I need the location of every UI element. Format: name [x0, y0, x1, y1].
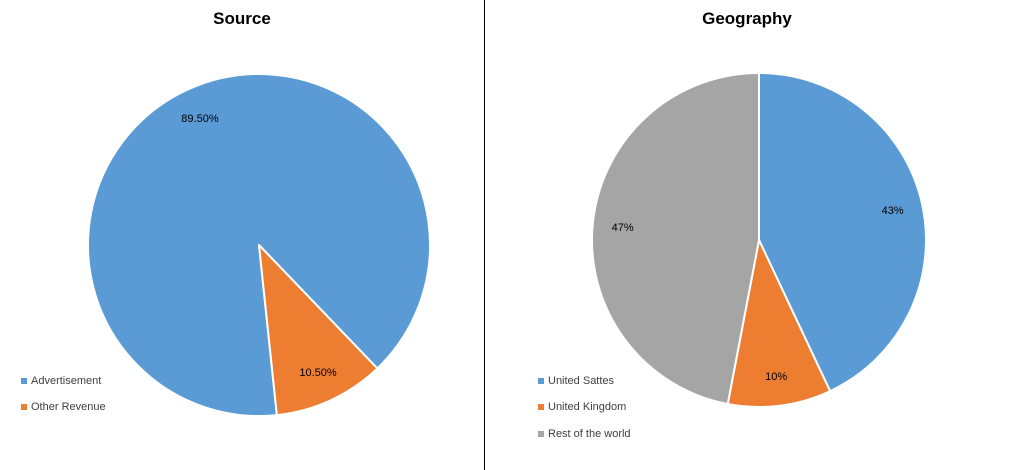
legend-swatch: [538, 430, 544, 437]
legend-item-united-states: United Sattes: [538, 374, 631, 387]
legend-swatch: [538, 404, 544, 410]
legend: Advertisement Other Revenue: [21, 374, 106, 427]
pie-slice-other-revenue: [258, 244, 379, 417]
legend-item-other-revenue: Other Revenue: [21, 401, 106, 414]
legend-item-rest-of-the-world: Rest of the world: [538, 427, 631, 440]
legend-label: Advertisement: [31, 374, 102, 387]
pie-slice-united-kingdom: [726, 239, 832, 408]
pie-slice-united-sattes: [758, 72, 927, 393]
data-label: 89.50%: [181, 113, 219, 125]
legend: United Sattes United Kingdom Rest of the…: [538, 374, 631, 454]
chart-title: Source: [213, 9, 271, 28]
pie-slice-rest-of-the-world: [591, 72, 760, 406]
legend-item-united-kingdom: United Kingdom: [538, 401, 631, 414]
data-label: 43%: [882, 205, 904, 217]
legend-label: United Kingdom: [548, 401, 627, 413]
legend-item-advertisement: Advertisement: [21, 374, 106, 387]
source-chart-panel: Source 89.50% 10.50% Advertisement Other …: [0, 0, 484, 470]
chart-title: Geography: [702, 9, 792, 28]
geography-chart-panel: Geography 43% 10% 47% United Sattes United…: [485, 0, 1009, 470]
legend-swatch: [21, 404, 27, 410]
legend-swatch: [21, 377, 27, 384]
legend-label: Rest of the world: [548, 427, 631, 440]
legend-label: Other Revenue: [31, 401, 106, 413]
legend-swatch: [538, 377, 544, 384]
source-pie-chart: 89.50% 10.50%: [87, 73, 431, 417]
legend-label: United Sattes: [548, 374, 615, 387]
data-label: 47%: [612, 222, 634, 234]
geography-pie-chart: 43% 10% 47%: [591, 72, 927, 408]
panel-divider: [484, 0, 485, 470]
data-label: 10%: [765, 371, 787, 383]
data-label: 10.50%: [299, 367, 337, 379]
